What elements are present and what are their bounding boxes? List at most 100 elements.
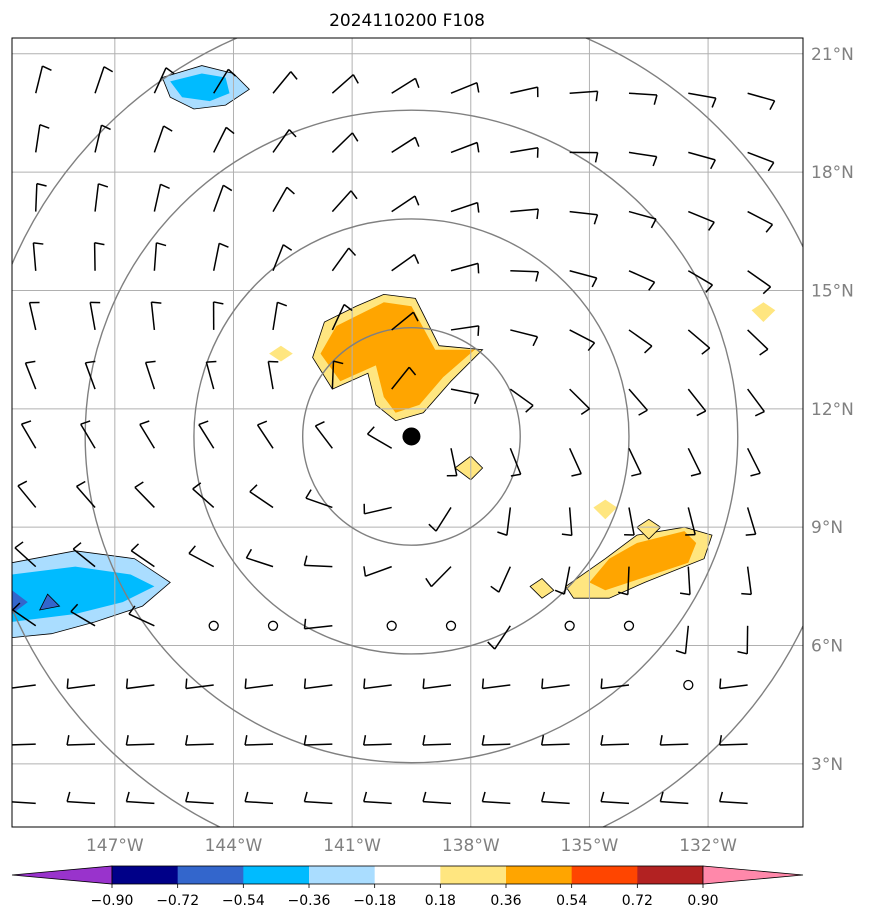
wind-barb	[153, 125, 173, 153]
wind-barb	[70, 603, 96, 627]
colorbar-tick-label: 0.54	[556, 893, 587, 909]
wind-barb	[185, 791, 214, 805]
wind-barb	[153, 183, 170, 212]
wind-barb	[331, 190, 358, 213]
latitude-label: 9°N	[811, 518, 843, 538]
wind-barb	[425, 566, 452, 588]
wind-barb	[422, 735, 452, 746]
positive-contour-3	[589, 531, 697, 591]
wind-barb	[94, 183, 109, 212]
wind-barb	[212, 301, 224, 330]
colorbar: −0.90 −0.72 −0.54 −0.36 −0.18 0.18 0.36 0.54 0.7…	[11, 865, 804, 909]
wind-barb	[554, 566, 571, 595]
wind-barb	[256, 420, 274, 449]
wind-barb	[331, 360, 344, 390]
wind-barb	[747, 270, 772, 295]
wind-barb	[745, 507, 757, 536]
positive-contour-5	[269, 345, 293, 362]
wind-barb	[363, 791, 392, 805]
map-panel	[11, 37, 804, 828]
wind-barb	[487, 625, 511, 650]
colorbar-tick-label: 0.18	[425, 893, 456, 909]
wind-barb	[687, 270, 714, 293]
wind-barb	[391, 77, 420, 94]
calm-wind-circle	[208, 620, 219, 631]
wind-barb	[510, 147, 539, 158]
positive-contour-9	[751, 302, 776, 322]
wind-barb	[272, 301, 288, 331]
colorbar-tick-label: 0.72	[622, 893, 653, 909]
wind-barb	[213, 68, 237, 94]
wind-barb	[267, 360, 279, 390]
wind-barb	[741, 566, 752, 596]
wind-barbs	[12, 65, 776, 805]
wind-barb	[213, 184, 233, 212]
wind-barb	[331, 303, 353, 331]
colorbar-tick-label: 0.90	[687, 893, 718, 909]
wind-barb	[391, 366, 417, 390]
wind-barb	[600, 735, 630, 746]
wind-barb	[688, 151, 716, 170]
wind-barb	[569, 270, 598, 288]
wind-barb	[66, 735, 96, 746]
longitude-label: 147°W	[86, 836, 144, 856]
wind-barb	[687, 388, 707, 417]
colorbar-bin	[112, 866, 179, 884]
colorbar-tick-label: −0.36	[288, 893, 331, 909]
latitude-labels: 3°N 6°N 9°N 12°N 15°N 18°N 21°N	[811, 45, 854, 775]
wind-barb	[244, 791, 274, 805]
wind-barb	[509, 448, 522, 477]
wind-barb	[568, 447, 582, 477]
longitude-label: 141°W	[323, 836, 381, 856]
wind-barb	[540, 791, 570, 805]
wind-barb	[569, 329, 596, 352]
wind-barb	[94, 124, 111, 153]
wind-barb	[12, 602, 37, 627]
calm-wind-circle	[564, 620, 575, 631]
colorbar-bin	[177, 866, 244, 884]
wind-barb	[66, 678, 96, 690]
wind-barb	[212, 242, 229, 271]
wind-barb	[719, 678, 748, 690]
wind-barb	[450, 82, 480, 94]
wind-barb	[125, 735, 155, 746]
wind-barb	[688, 92, 717, 108]
longitude-label: 144°W	[205, 836, 263, 856]
wind-barb	[628, 210, 657, 229]
wind-barb	[363, 503, 392, 515]
wind-barb	[481, 678, 511, 690]
wind-barb	[675, 625, 690, 655]
colorbar-extend-max	[702, 865, 804, 885]
wind-barb	[628, 329, 653, 354]
storm-center-marker	[402, 427, 421, 446]
wind-barb	[184, 735, 214, 746]
latitude-label: 15°N	[811, 281, 854, 301]
wind-barb	[628, 388, 648, 416]
wind-barb	[747, 151, 775, 172]
wind-barb	[20, 420, 37, 449]
latitude-label: 21°N	[811, 45, 854, 65]
wind-barb	[139, 420, 156, 449]
storm-center	[402, 427, 421, 446]
calm-wind-circle	[683, 679, 694, 691]
wind-barb	[303, 678, 333, 690]
wind-barb	[628, 447, 642, 477]
range-ring	[301, 326, 521, 546]
wind-barb	[244, 678, 274, 690]
wind-barb	[600, 791, 630, 805]
wind-barb	[391, 136, 420, 154]
wind-barb	[718, 791, 748, 805]
wind-barb	[125, 678, 155, 690]
wind-barb	[450, 325, 480, 336]
wind-barb	[303, 555, 333, 568]
wind-barb	[450, 388, 480, 405]
wind-barb	[272, 186, 295, 212]
wind-barb	[510, 208, 539, 220]
wind-barb	[363, 678, 392, 690]
wind-barb	[205, 360, 217, 390]
wind-barb	[28, 301, 40, 331]
positive-contour-1	[320, 302, 475, 413]
wind-barb	[490, 566, 512, 593]
wind-barb	[540, 735, 570, 746]
wind-barb	[249, 484, 274, 509]
